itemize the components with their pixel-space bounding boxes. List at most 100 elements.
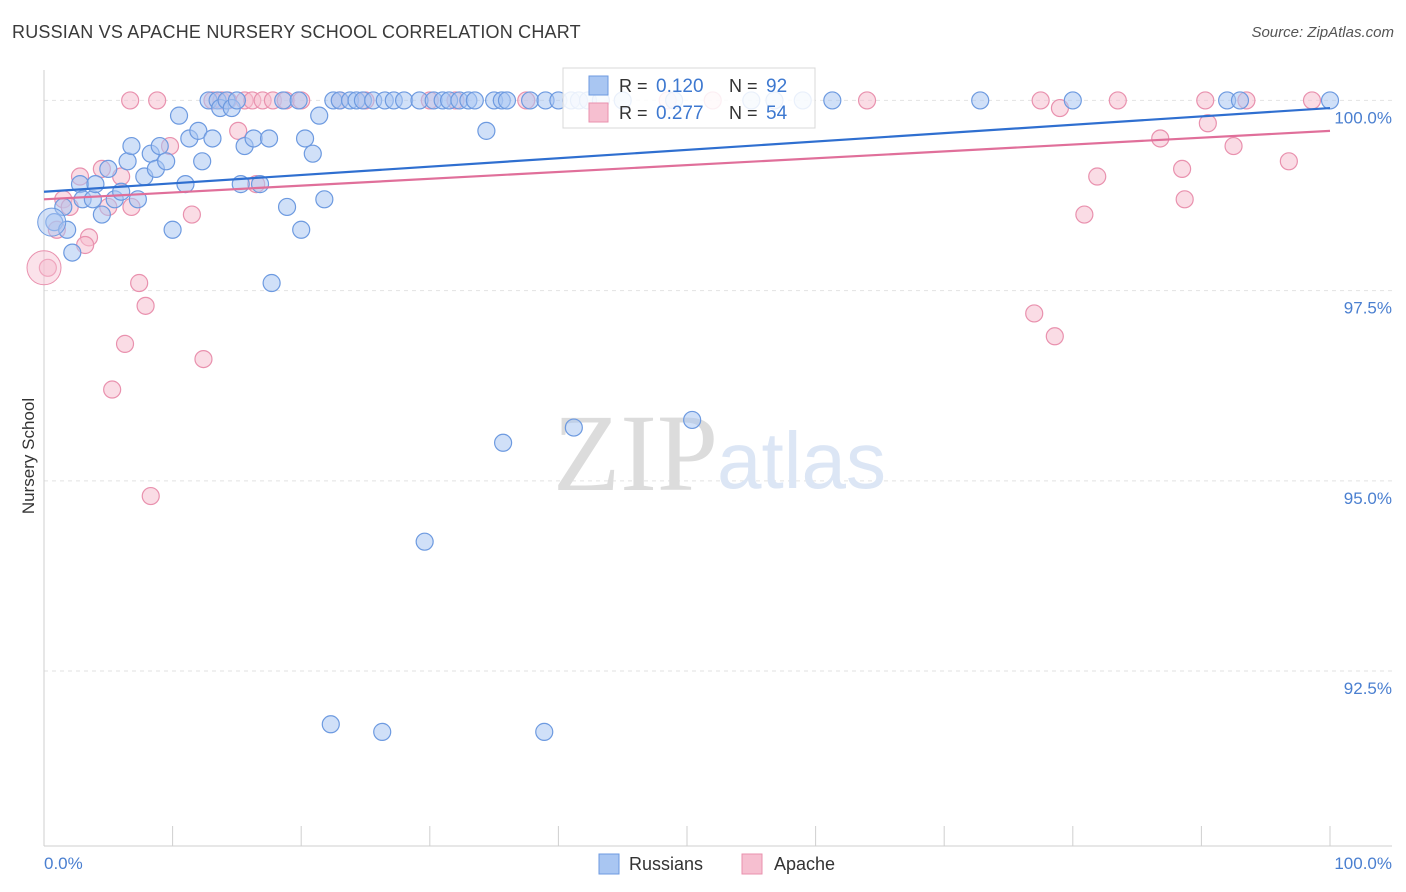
russians-point [477, 121, 496, 140]
apache-point [1196, 91, 1215, 110]
russians-point [1063, 91, 1082, 110]
y-tick-labels: 100.0% 97.5% 95.0% 92.5% [1334, 108, 1392, 698]
russians-point [494, 433, 513, 452]
russians-point [303, 144, 322, 163]
russians-n-label: N = [729, 76, 758, 96]
russians-point [683, 410, 702, 430]
russians-point [169, 106, 189, 125]
russians-point [92, 205, 111, 224]
apache-point [182, 205, 201, 224]
apache-n-value: 54 [766, 103, 788, 124]
legend-russians-swatch [598, 853, 620, 875]
russians-point [63, 243, 82, 262]
russians-point [86, 175, 105, 194]
russians-point [37, 207, 67, 237]
apache-point [1302, 91, 1322, 110]
russians-point [118, 152, 137, 171]
russians-point [163, 220, 182, 239]
watermark-atlas: atlas [717, 416, 886, 505]
apache-point [1108, 91, 1127, 110]
russians-point [83, 190, 102, 209]
y-tick-label: 97.5% [1344, 299, 1392, 318]
series-legend: Russians Apache [598, 853, 835, 875]
y-tick-label: 92.5% [1344, 679, 1392, 698]
legend-russians-label[interactable]: Russians [629, 854, 703, 874]
russians-point [497, 91, 517, 110]
russians-point [262, 273, 281, 293]
russians-point [122, 136, 141, 156]
russians-point [157, 152, 176, 171]
y-tick-label: 100.0% [1334, 108, 1392, 127]
legend-apache-swatch [741, 853, 763, 875]
apache-trend-line [43, 129, 1331, 201]
trend-lines [43, 106, 1331, 201]
russians-point [203, 129, 222, 148]
apache-point [1025, 304, 1044, 323]
russians-point [310, 106, 329, 125]
russians-point [315, 190, 334, 209]
russians-point [99, 159, 118, 179]
russians-trend-line [43, 106, 1331, 193]
russians-point [259, 129, 279, 148]
apache-point [121, 91, 140, 110]
russians-point [295, 129, 315, 148]
apache-point [115, 334, 135, 353]
russians-point [176, 175, 195, 194]
russians-point [415, 532, 434, 551]
legend-apache-label[interactable]: Apache [774, 854, 835, 874]
russians-point [244, 129, 263, 148]
russians-point [394, 91, 414, 110]
apache-point [1088, 167, 1107, 186]
apache-point [1075, 205, 1094, 224]
apache-point [1173, 159, 1192, 179]
russians-point [193, 152, 212, 171]
apache-r-value: 0.277 [656, 103, 704, 124]
russians-point [1320, 91, 1340, 110]
apache-point [1279, 152, 1298, 171]
x-tick-label-min: 0.0% [44, 854, 83, 873]
apache-point [26, 250, 62, 286]
stats-legend: R = 0.120 N = 92 R = 0.277 N = 54 [562, 67, 816, 129]
watermark: ZIP atlas [553, 392, 886, 514]
russians-point [189, 121, 208, 140]
apache-point [1031, 91, 1050, 110]
russians-point [274, 91, 293, 110]
apache-point [1175, 190, 1194, 209]
apache-point [229, 121, 248, 140]
x-ticks [43, 826, 1331, 846]
apache-point [38, 258, 57, 277]
russians-r-value: 0.120 [656, 76, 704, 97]
apache-point [194, 349, 213, 369]
russians-point [292, 220, 311, 239]
russians-point [227, 91, 246, 110]
russians-point [1230, 91, 1250, 110]
russians-point [289, 91, 308, 110]
russians-n-value: 92 [766, 76, 787, 97]
apache-point [130, 273, 149, 293]
russians-point [971, 91, 990, 110]
apache-stats-swatch [588, 102, 609, 123]
source-label: Source: ZipAtlas.com [1251, 24, 1394, 41]
apache-point [1045, 327, 1064, 346]
apache-n-label: N = [729, 103, 758, 123]
apache-point [141, 486, 160, 506]
russians-point [321, 715, 340, 734]
russians-point [150, 136, 169, 156]
russians-point [521, 91, 540, 110]
y-tick-label: 95.0% [1344, 489, 1392, 508]
y-axis-label: Nursery School [19, 398, 38, 514]
russians-r-label: R = [619, 76, 648, 96]
chart-title: RUSSIAN VS APACHE NURSERY SCHOOL CORRELA… [12, 22, 581, 42]
x-tick-label-max: 100.0% [1334, 854, 1392, 873]
russians-stats-swatch [588, 75, 609, 96]
russians-point [277, 197, 297, 217]
apache-point [136, 296, 155, 315]
russians-point [465, 91, 484, 110]
russians-point [823, 91, 842, 110]
apache-r-label: R = [619, 103, 648, 123]
watermark-zip: ZIP [553, 392, 718, 514]
apache-point [1224, 136, 1243, 156]
apache-point [103, 380, 122, 399]
apache-point [857, 91, 877, 110]
